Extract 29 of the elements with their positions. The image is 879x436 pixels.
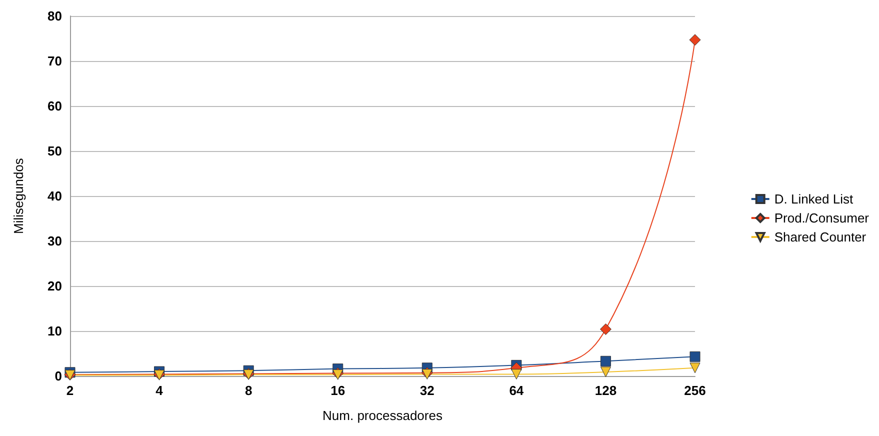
y-tick-label: 60: [48, 98, 62, 114]
x-axis-title: Num. processadores: [322, 408, 443, 423]
y-tick-label: 70: [48, 54, 62, 68]
x-tick-label: 2: [66, 383, 74, 398]
y-axis-title: Milisegundos: [11, 158, 26, 234]
y-tick-label: 80: [48, 8, 62, 24]
x-tick-label: 16: [330, 383, 346, 398]
x-tick-label: 128: [594, 383, 617, 398]
point: [689, 34, 701, 46]
x-tick-label: 8: [244, 383, 252, 398]
x-tick-label: 64: [509, 383, 524, 398]
y-tick-label: 50: [48, 144, 62, 158]
point: [690, 362, 700, 374]
y-tick-label: 20: [48, 278, 62, 294]
y-tick-label: 30: [48, 234, 62, 248]
x-tick-label: 256: [684, 383, 706, 398]
legend-label: Prod./Consumer: [774, 210, 870, 226]
x-tick-label: 32: [420, 383, 434, 398]
y-tick-label: 10: [48, 324, 62, 338]
x-tick-label: 4: [156, 383, 164, 398]
point: [600, 323, 612, 335]
y-tick-label: 40: [48, 188, 62, 204]
point: [511, 368, 522, 380]
point: [600, 356, 611, 366]
y-tick-label: 0: [54, 368, 62, 384]
point: [600, 366, 611, 378]
legend-label: D. Linked List: [774, 192, 854, 206]
legend-label: Shared Counter: [774, 230, 867, 244]
point: [690, 351, 700, 362]
